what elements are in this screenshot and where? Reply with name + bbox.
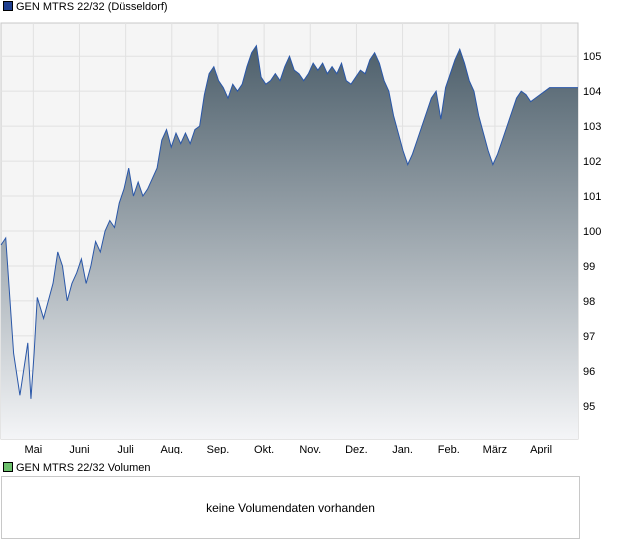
volume-legend-swatch xyxy=(3,462,13,472)
price-area xyxy=(1,45,578,439)
x-tick-label: Nov. xyxy=(299,444,321,454)
price-legend-label: GEN MTRS 22/32 (Düsseldorf) xyxy=(16,1,168,13)
volume-empty-message: keine Volumendaten vorhanden xyxy=(206,501,375,515)
x-tick-label: Jan. xyxy=(392,444,413,454)
x-tick-label: Mai xyxy=(24,444,42,454)
y-tick-label: 99 xyxy=(583,261,595,273)
volume-panel: keine Volumendaten vorhanden xyxy=(1,476,580,539)
y-tick-label: 98 xyxy=(583,296,595,308)
price-line xyxy=(0,44,578,399)
y-tick-label: 104 xyxy=(583,86,601,98)
x-tick-label: April xyxy=(530,444,552,454)
x-tick-label: März xyxy=(483,444,507,454)
price-chart: Mai Juni Juli Aug. Sep. Okt. Nov. Dez. Jan. Feb. M… xyxy=(0,22,601,454)
x-tick-label: Dez. xyxy=(345,444,368,454)
price-legend-swatch xyxy=(3,1,13,11)
x-tick-label: Sep. xyxy=(207,444,230,454)
y-tick-label: 102 xyxy=(583,156,601,168)
y-tick-label: 103 xyxy=(583,121,601,133)
price-legend: GEN MTRS 22/32 (Düsseldorf) xyxy=(3,0,168,14)
volume-legend: GEN MTRS 22/32 Volumen xyxy=(3,461,151,475)
y-tick-label: 101 xyxy=(583,191,601,203)
y-tick-label: 95 xyxy=(583,401,595,413)
x-tick-label: Feb. xyxy=(438,444,460,454)
x-tick-label: Juni xyxy=(69,444,89,454)
volume-legend-label: GEN MTRS 22/32 Volumen xyxy=(16,462,151,474)
x-tick-label: Aug. xyxy=(160,444,183,454)
y-tick-label: 100 xyxy=(583,226,601,238)
y-tick-label: 97 xyxy=(583,331,595,343)
y-tick-label: 96 xyxy=(583,366,595,378)
x-axis-labels: Mai Juni Juli Aug. Sep. Okt. Nov. Dez. Jan. Feb. M… xyxy=(24,444,552,454)
x-tick-label: Okt. xyxy=(254,444,274,454)
y-tick-label: 105 xyxy=(583,51,601,63)
y-axis-labels: 95 96 97 98 99 100 101 102 103 104 105 xyxy=(583,51,601,413)
x-tick-label: Juli xyxy=(117,444,134,454)
